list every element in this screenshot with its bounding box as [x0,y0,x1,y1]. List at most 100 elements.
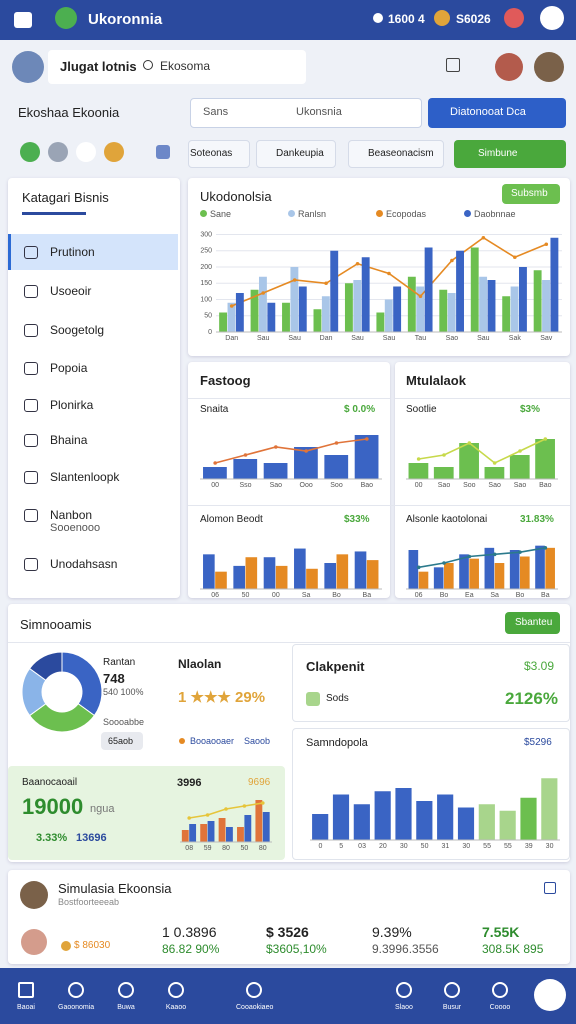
stat-value: 7.55K [482,924,520,940]
nav-label[interactable]: Gaoonomia [58,1004,95,1011]
menu-item[interactable]: Usoeoir [50,284,92,298]
nav-label[interactable]: Buwa [117,1004,135,1011]
x-tick-label: 20 [379,843,387,850]
menu-item[interactable]: Prutinon [50,245,95,259]
filter-label[interactable]: Soteonas [190,148,233,159]
notification[interactable] [504,8,524,28]
bar [416,286,425,332]
nav-icon[interactable] [68,982,84,998]
bar [509,455,530,479]
mini-title: Alomon Beodt [200,514,263,525]
nav-action[interactable] [534,979,566,1011]
nav-icon[interactable] [118,982,134,998]
filter[interactable] [188,140,250,168]
mini-value: $ 0.0% [344,404,376,415]
bar [306,568,318,589]
x-tick-label: Bo [332,592,341,599]
filter-icon[interactable] [76,142,96,162]
bar [478,804,495,840]
filter-icon[interactable] [20,142,40,162]
chart-value: $5296 [524,737,552,748]
bottom-nav [0,968,576,1024]
point [416,565,421,570]
menu-item[interactable]: Unodahsasn [50,557,118,571]
bar [433,567,444,589]
bar [541,778,558,840]
x-tick-label: Sa [490,592,499,599]
icon[interactable] [544,882,556,894]
bar [282,302,290,332]
line [418,438,546,464]
nav-label[interactable]: Kaaoo [165,1004,187,1011]
bar [519,267,527,332]
menu-item[interactable]: Plonirka [50,398,94,412]
bar [408,550,419,589]
filter-icon[interactable] [156,145,170,159]
badge[interactable] [502,184,560,204]
bar [250,289,259,332]
x-tick-label: Sso [239,482,251,489]
nav-icon[interactable] [492,982,508,998]
point [224,807,228,811]
mini-title: Sootlie [406,404,437,415]
filter-label[interactable]: Beaseonacism [368,148,434,159]
nav-icon[interactable] [168,982,184,998]
menu-item[interactable]: Popoia [50,361,88,375]
filter[interactable] [348,140,444,168]
nav-label[interactable]: Baoai [17,1004,35,1011]
legend-sub: 540 100% [103,687,144,697]
legend-item: Saoob [244,736,271,746]
nav-label[interactable]: Coooo [489,1004,511,1011]
bar [332,794,350,840]
stat-icon [434,10,450,26]
filter-icon[interactable] [104,142,124,162]
filter-icon[interactable] [48,142,68,162]
app-name: Ukoronnia [88,11,163,28]
nav-label[interactable]: Slaoo [395,1004,413,1011]
dropdown[interactable] [454,140,566,168]
point [467,441,472,445]
menu-item[interactable]: Slantenloopk [50,470,120,484]
nav-icon[interactable] [396,982,412,998]
nav-icon[interactable] [444,982,460,998]
x-tick-label: 50 [421,843,429,850]
x-tick-label: Sao [438,482,451,489]
filter[interactable] [256,140,336,168]
filter-label[interactable]: Dankeupia [276,148,324,159]
nav-label[interactable]: Busur [442,1004,462,1011]
menu-item[interactable]: Nanbon [50,508,93,522]
search-bar[interactable] [48,50,306,84]
calendar-icon[interactable] [446,58,460,72]
point [365,437,369,441]
profile-button[interactable] [540,6,564,30]
dropdown-label[interactable]: Simbune [478,148,518,159]
active-item[interactable] [8,234,178,270]
nav-icon[interactable] [246,982,262,998]
stat: 1600 4 [388,12,425,26]
nav-icon[interactable] [18,982,34,998]
search-text[interactable]: Ekosoma [160,59,211,73]
x-tick-label: 31 [442,843,450,850]
menu-item[interactable]: Bhaina [50,433,88,447]
section-title: Simnooamis [20,617,92,632]
action-button[interactable] [428,98,566,128]
chart: 00 Sso Sao Ooo Soo Bao [200,435,382,489]
tab[interactable]: Ukonsnia [296,106,342,118]
bar [353,804,370,840]
legend-dot [179,738,185,744]
x-tick-label: Dan [320,335,333,342]
tab[interactable]: Sans [203,106,229,118]
bar [374,791,391,840]
nav-label[interactable]: Cooaokiaeo [236,1004,274,1011]
bar [181,830,189,842]
action-label[interactable]: Diatonooat Dca [450,106,526,118]
menu-title: Katagari Bisnis [22,190,109,205]
bar [290,267,299,332]
button[interactable] [505,612,560,634]
bar [444,563,454,589]
button-label[interactable]: Sbanteu [515,617,553,628]
chart: 0 50 100 150 200 250 300 Dan Sau Sau Dan Sau Sau Tau S… [200,231,562,342]
y-tick-label: 300 [200,231,212,238]
bar [550,237,559,332]
menu-item[interactable]: Soogetolg [50,323,105,337]
